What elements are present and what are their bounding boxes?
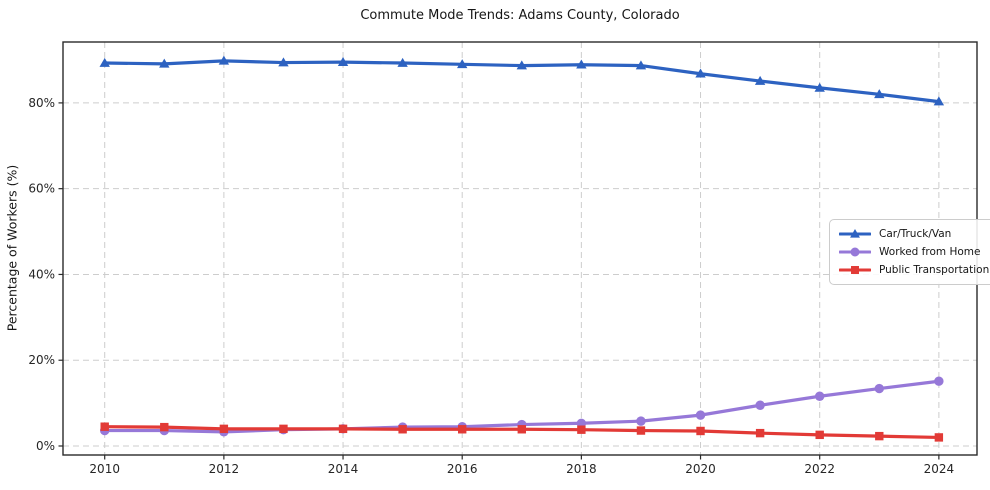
x-tick-label: 2018 (566, 462, 597, 476)
triangle-marker-car-truck-van (397, 57, 408, 67)
chart-title: Commute Mode Trends: Adams County, Color… (360, 8, 680, 23)
y-tick-label: 0% (36, 439, 55, 453)
x-tick-label: 2012 (209, 462, 240, 476)
square-marker-public-transportation (517, 425, 526, 434)
y-tick-label: 40% (28, 267, 55, 281)
triangle-marker-car-truck-van (635, 60, 647, 70)
x-tick-label: 2016 (447, 462, 478, 476)
square-marker-public-transportation (279, 424, 288, 434)
legend-entry-worked-from-home: Worked from Home (839, 245, 989, 259)
circle-marker-worked-from-home (934, 376, 944, 386)
triangle-marker-car-truck-van (99, 57, 110, 67)
circle-marker-worked-from-home (815, 391, 825, 401)
square-marker-public-transportation (815, 430, 824, 440)
x-tick-label: 2014 (328, 462, 359, 476)
triangle-marker-car-truck-van (159, 58, 170, 68)
square-marker-public-transportation (875, 431, 884, 441)
circle-marker-worked-from-home (874, 383, 884, 394)
square-marker-public-transportation (160, 422, 169, 432)
legend-label: Public Transportation (879, 264, 990, 276)
square-marker-public-transportation (398, 425, 407, 434)
square-marker-public-transportation (755, 428, 765, 438)
legend: Car/Truck/Van Worked from Home Public Tran… (829, 219, 990, 285)
square-marker-public-transportation (636, 426, 646, 435)
triangle-marker-car-truck-van (754, 75, 766, 85)
triangle-marker-car-truck-van (337, 56, 349, 66)
triangle-marker-car-truck-van (516, 60, 527, 70)
square-marker-public-transportation (219, 424, 229, 434)
triangle-marker-car-truck-van (814, 82, 825, 92)
legend-label: Worked from Home (879, 246, 981, 258)
square-marker-public-transportation (100, 422, 109, 431)
legend-label: Car/Truck/Van (879, 228, 952, 240)
y-tick-label: 60% (28, 182, 55, 196)
legend-entry-public-transportation: Public Transportation (839, 263, 989, 277)
legend-entry-car-truck-van: Car/Truck/Van (839, 227, 989, 241)
circle-marker-worked-from-home (636, 416, 646, 426)
x-tick-label: 2020 (685, 462, 716, 476)
triangle-marker-car-truck-van (457, 59, 468, 69)
x-tick-label: 2010 (89, 462, 120, 476)
square-marker-public-transportation (696, 426, 705, 436)
square-marker-public-transportation (338, 424, 348, 434)
circle-marker-worked-from-home (695, 410, 706, 420)
triangle-marker-car-truck-van (874, 89, 885, 99)
x-tick-label: 2024 (924, 462, 955, 476)
square-marker-public-transportation (458, 425, 467, 434)
circle-marker-worked-from-home (755, 400, 765, 410)
legend-circle-icon (850, 247, 860, 257)
triangle-marker-car-truck-van (695, 68, 706, 78)
legend-square-icon (851, 266, 859, 274)
legend-swatch-worked-from-home (839, 247, 871, 257)
y-tick-label: 20% (28, 353, 55, 367)
square-marker-public-transportation (577, 425, 586, 434)
legend-swatch-car-truck-van (839, 229, 871, 238)
y-tick-label: 80% (28, 96, 55, 110)
square-marker-public-transportation (934, 433, 944, 442)
triangle-marker-car-truck-van (218, 55, 230, 65)
x-tick-label: 2022 (804, 462, 835, 476)
legend-swatch-public-transportation (839, 266, 871, 274)
triangle-marker-car-truck-van (933, 96, 945, 106)
triangle-marker-car-truck-van (278, 57, 289, 67)
triangle-marker-car-truck-van (576, 59, 587, 69)
legend-triangle-icon (850, 229, 860, 238)
